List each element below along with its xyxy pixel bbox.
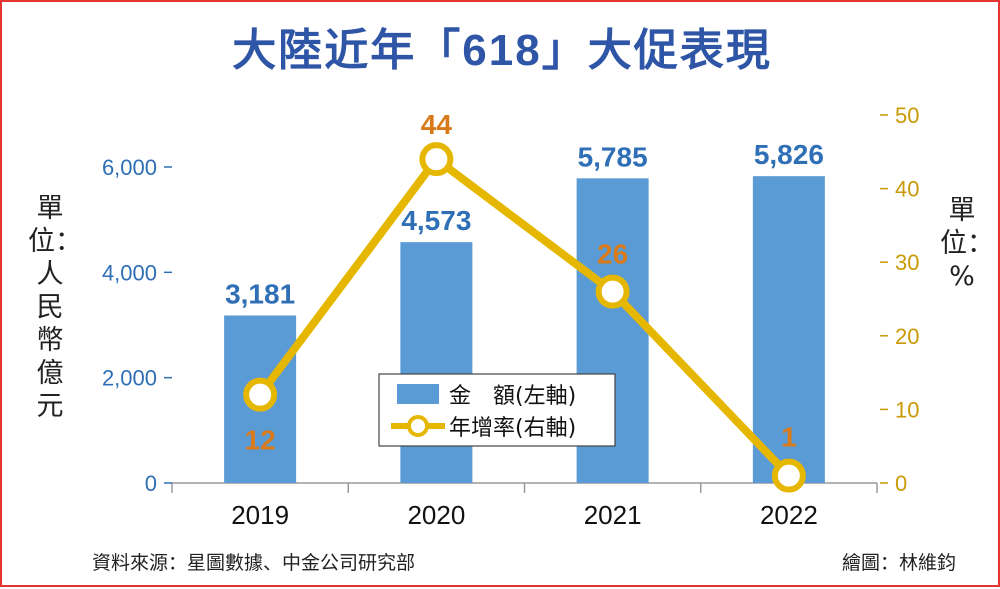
- source-note: 資料來源：星圖數據、中金公司研究部: [92, 552, 416, 574]
- chart-title: 大陸近年「618」大促表現: [2, 14, 1000, 78]
- x-tick-label: 2020: [407, 500, 465, 530]
- legend-line-marker: [407, 415, 429, 437]
- growth-rate-label: 44: [421, 109, 453, 140]
- bar-value-label: 4,573: [401, 205, 471, 236]
- legend-bar-label: 金 額(左軸): [449, 384, 576, 409]
- growth-rate-point: [771, 458, 806, 493]
- growth-rate-point: [595, 274, 630, 309]
- bar-value-label: 5,785: [578, 141, 648, 172]
- credit-note: 繪圖：林維鈞: [841, 552, 956, 574]
- x-tick-label: 2021: [584, 500, 642, 530]
- growth-rate-point: [419, 142, 454, 177]
- title-prefix: 大陸近年「: [232, 25, 463, 76]
- left-tick-label: 0: [145, 471, 157, 496]
- legend-bar-swatch: [397, 384, 439, 404]
- left-tick-label: 2,000: [102, 366, 157, 391]
- title-number: 618: [462, 26, 542, 75]
- right-tick-label: 40: [895, 177, 919, 202]
- title-suffix: 」大促表現: [541, 25, 772, 76]
- bar: [752, 176, 825, 483]
- growth-rate-label: 1: [781, 422, 797, 453]
- bar-value-label: 3,181: [225, 278, 295, 309]
- growth-rate-label: 26: [597, 239, 628, 270]
- x-tick-label: 2022: [760, 500, 818, 530]
- left-axis-unit: 單位：人民幣億元: [28, 193, 82, 422]
- right-tick-label: 0: [895, 471, 907, 496]
- growth-rate-line: [256, 155, 792, 479]
- left-tick-label: 6,000: [102, 155, 157, 180]
- x-tick-label: 2019: [231, 500, 289, 530]
- right-tick-label: 20: [895, 324, 919, 349]
- growth-rate-point: [243, 377, 278, 412]
- growth-rate-label: 12: [245, 425, 276, 456]
- right-tick-label: 10: [895, 397, 919, 422]
- right-tick-label: 30: [895, 250, 919, 275]
- right-tick-label: 50: [895, 103, 919, 128]
- legend-line-label: 年增率(右軸): [449, 416, 576, 441]
- bar: [400, 242, 473, 483]
- right-axis-unit: 單位：%: [940, 195, 994, 292]
- left-tick-label: 4,000: [102, 260, 157, 285]
- bar-value-label: 5,826: [754, 139, 824, 170]
